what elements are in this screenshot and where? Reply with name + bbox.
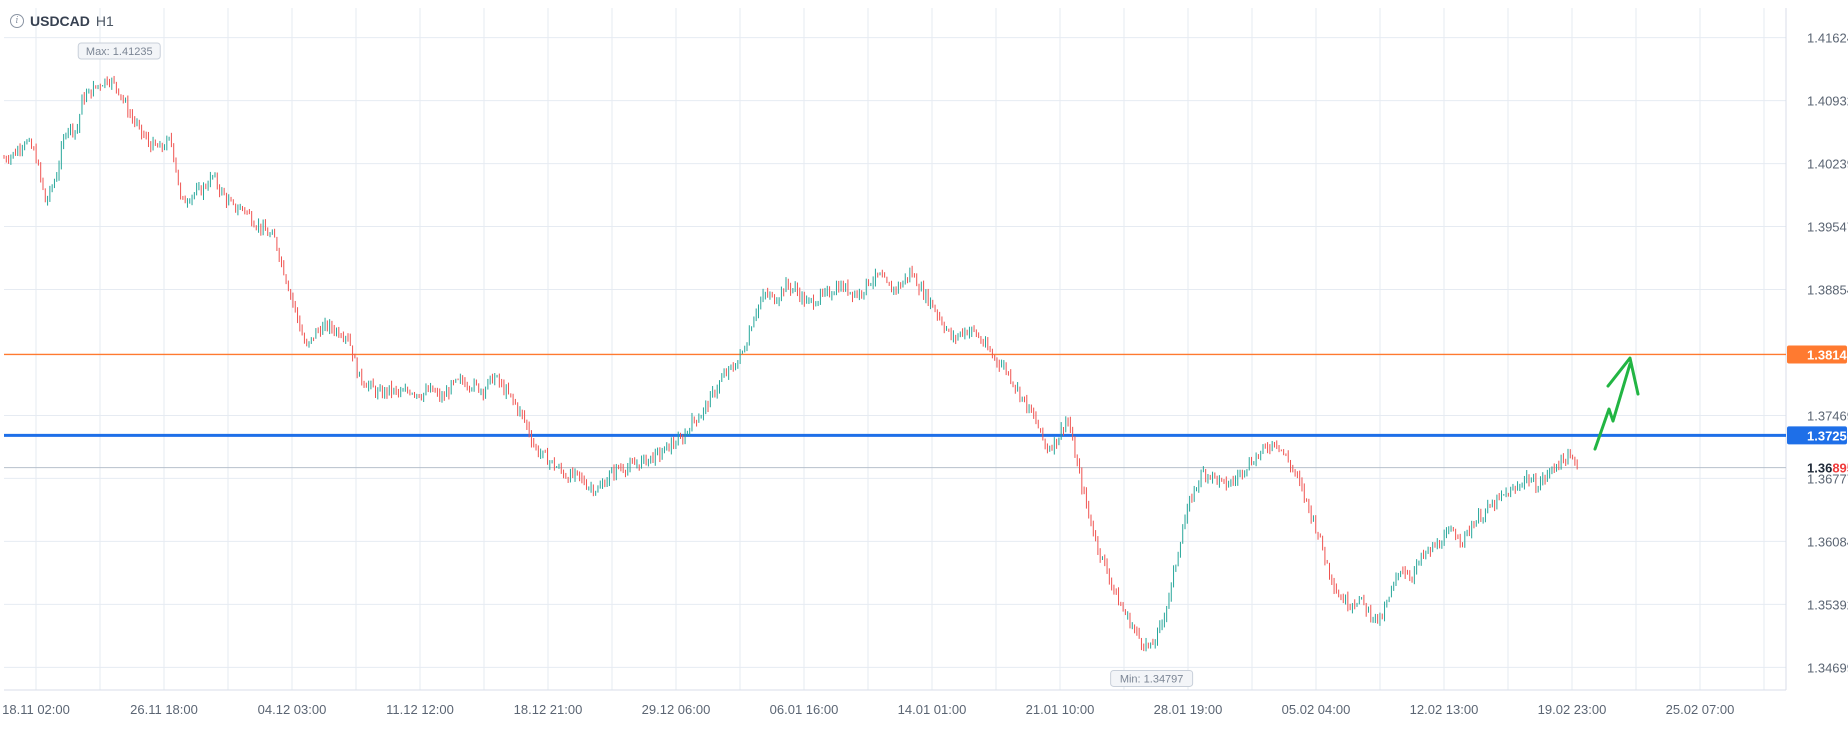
price-tick-label: 1.36777 xyxy=(1807,471,1848,486)
price-axis: 1.41624 1.40932 1.40239 1.39547 1.38854 1.374… xyxy=(1807,31,1848,676)
info-icon[interactable]: i xyxy=(10,14,24,28)
green-arrow-annotation xyxy=(1593,356,1640,451)
level-price-tag xyxy=(1787,345,1847,364)
price-tick-label: 1.37469 xyxy=(1807,408,1848,423)
current-price-label: 1.36895 xyxy=(1807,461,1848,476)
time-axis: 18.11 02:00 26.11 18:00 04.12 03:00 11.12 1… xyxy=(2,702,1734,717)
price-tick-label: 1.36084 xyxy=(1807,534,1848,549)
candles-layer xyxy=(3,75,1578,652)
level-price-label: 1.38140 xyxy=(1807,347,1848,362)
arrow-shaft xyxy=(1593,362,1632,451)
price-tick-label: 1.39547 xyxy=(1807,220,1848,235)
price-tick-label: 1.38854 xyxy=(1807,283,1848,298)
time-tick-label: 04.12 03:00 xyxy=(258,702,327,717)
time-tick-label: 28.01 19:00 xyxy=(1154,702,1223,717)
time-tick-label: 11.12 12:00 xyxy=(386,702,454,717)
min-label: Min: 1.34797 xyxy=(1120,673,1184,685)
time-tick-label: 18.11 02:00 xyxy=(2,702,70,717)
time-tick-label: 19.02 23:00 xyxy=(1538,702,1607,717)
max-label: Max: 1.41235 xyxy=(86,46,153,58)
price-tick-label: 1.35392 xyxy=(1807,597,1848,612)
time-tick-label: 05.02 04:00 xyxy=(1282,702,1351,717)
time-tick-label: 29.12 06:00 xyxy=(642,702,711,717)
arrow-head xyxy=(1606,356,1640,396)
min-max-annotations: Max: 1.41235 Min: 1.34797 xyxy=(77,42,1194,687)
price-tick-label: 1.34699 xyxy=(1807,660,1848,675)
min-label-box xyxy=(1110,669,1194,687)
timeframe-label[interactable]: H1 xyxy=(95,13,114,29)
current-price-tag xyxy=(1787,458,1847,477)
time-tick-label: 25.02 07:00 xyxy=(1666,702,1735,717)
time-tick-label: 14.01 01:00 xyxy=(898,702,967,717)
price-tick-label: 1.40239 xyxy=(1807,157,1848,172)
max-label-box xyxy=(77,42,161,60)
horizontal-levels: 1.38140 1.37250 1.36895 xyxy=(4,345,1848,477)
symbol-label: USDCAD xyxy=(30,13,90,29)
time-tick-label: 18.12 21:00 xyxy=(514,702,583,717)
time-tick-label: 26.11 18:00 xyxy=(130,702,198,717)
time-tick-label: 06.01 16:00 xyxy=(770,702,839,717)
price-tick-label: 1.41624 xyxy=(1807,31,1848,46)
chart-grid xyxy=(4,8,1787,691)
level-price-label: 1.37250 xyxy=(1807,428,1848,443)
time-tick-label: 21.01 10:00 xyxy=(1026,702,1095,717)
chart-title-bar: i USDCAD H1 xyxy=(10,13,114,29)
time-tick-label: 12.02 13:00 xyxy=(1410,702,1479,717)
level-price-tag xyxy=(1787,426,1847,445)
price-tick-label: 1.40932 xyxy=(1807,94,1848,109)
